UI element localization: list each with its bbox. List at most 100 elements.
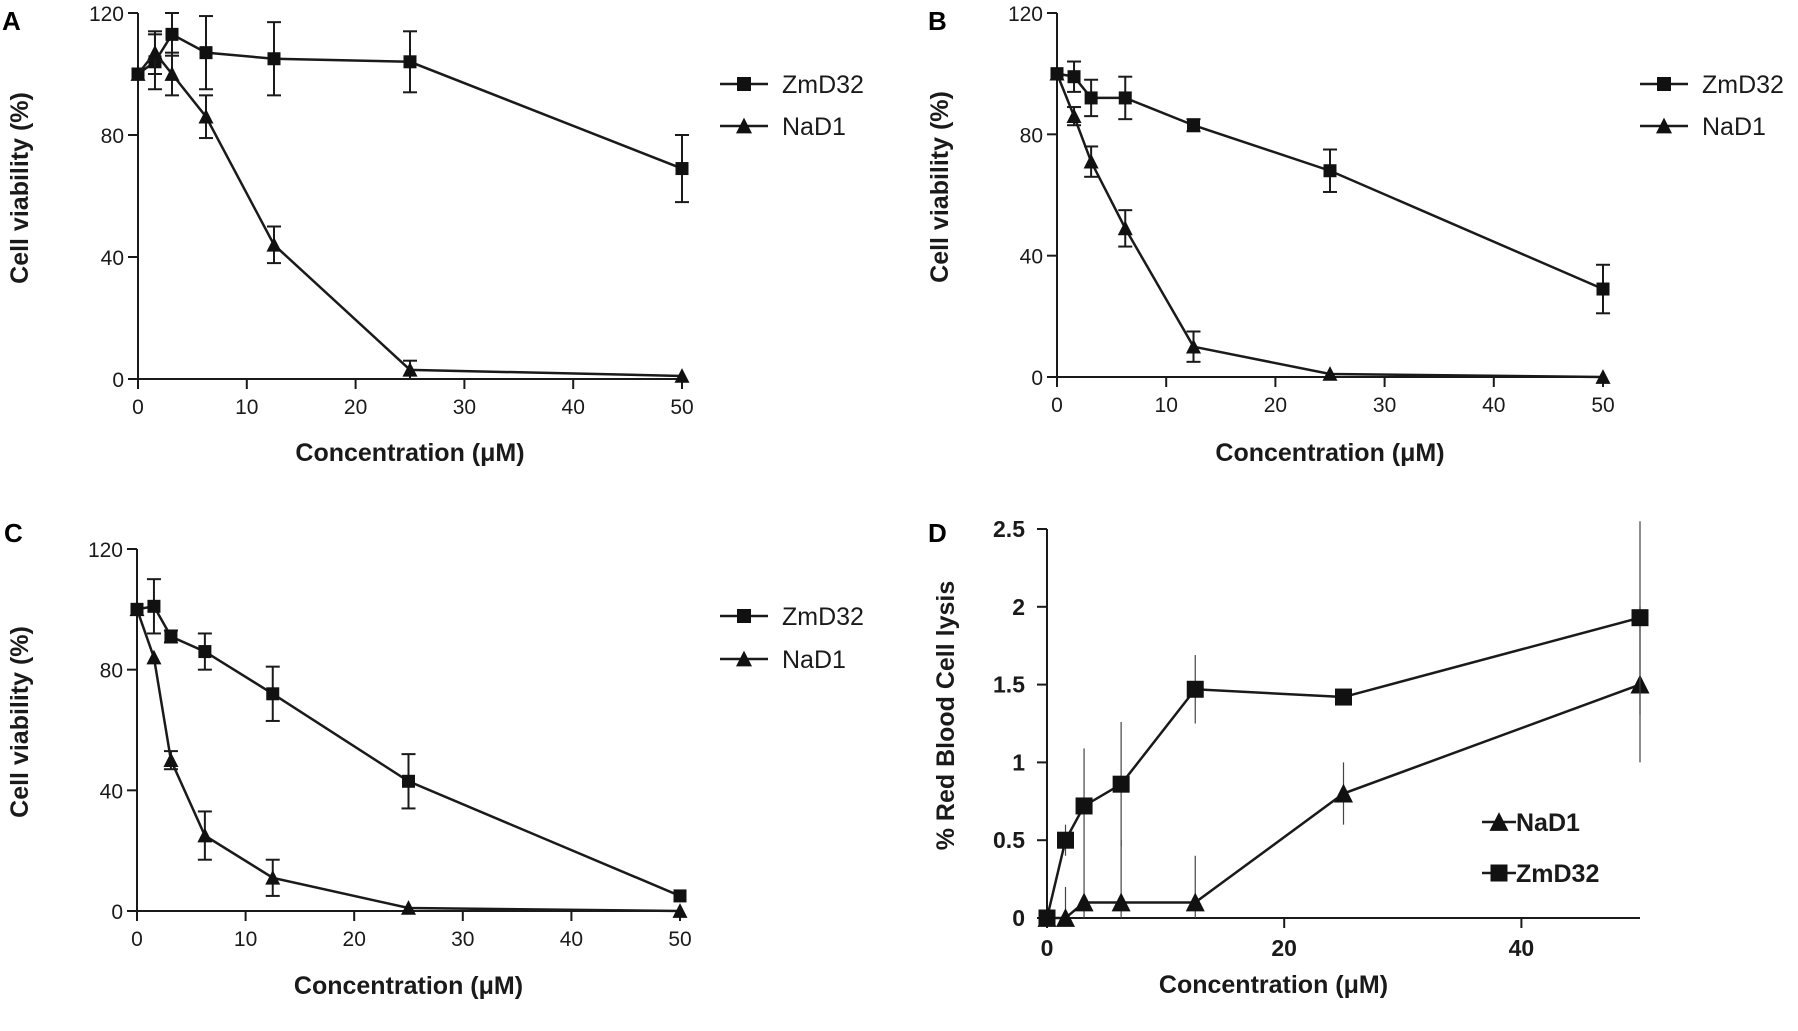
x-tick-label: 40 bbox=[562, 396, 585, 419]
legend: ZmD32 NaD1 bbox=[1640, 71, 1784, 141]
data-point bbox=[1074, 892, 1094, 912]
series-line bbox=[136, 604, 681, 898]
series-line bbox=[1055, 73, 1604, 379]
legend-marker bbox=[736, 117, 752, 134]
x-tick-label: 0 bbox=[131, 928, 143, 951]
data-point bbox=[1595, 369, 1611, 384]
data-point bbox=[164, 629, 178, 643]
data-point bbox=[1335, 688, 1352, 706]
series-zmd32 bbox=[130, 578, 687, 903]
legend-marker bbox=[1489, 812, 1509, 831]
y-tick-label: 80 bbox=[101, 125, 124, 148]
x-axis-title: Concentration (μM) bbox=[1215, 439, 1444, 467]
x-axis-title: Concentration (μM) bbox=[295, 439, 524, 467]
data-point bbox=[1322, 366, 1338, 381]
data-point bbox=[147, 599, 161, 613]
panel-letter: C bbox=[4, 518, 23, 548]
y-axis-title: Cell viability (%) bbox=[926, 91, 954, 283]
y-tick-label: 40 bbox=[101, 247, 124, 270]
panel-letter: B bbox=[928, 6, 947, 36]
data-point bbox=[164, 66, 180, 81]
legend-marker bbox=[737, 609, 751, 623]
legend-marker bbox=[737, 77, 751, 91]
data-point bbox=[675, 162, 689, 176]
data-point bbox=[1187, 118, 1200, 132]
data-point bbox=[673, 889, 687, 903]
data-point bbox=[1112, 775, 1130, 793]
legend-marker bbox=[1656, 117, 1672, 134]
legend-label: ZmD32 bbox=[782, 71, 864, 99]
data-point bbox=[1118, 91, 1132, 105]
data-point bbox=[402, 774, 415, 788]
x-tick-label: 30 bbox=[453, 396, 476, 419]
data-point bbox=[1049, 65, 1065, 81]
legend: NaD1 ZmD32 bbox=[1482, 809, 1599, 888]
data-point bbox=[1056, 908, 1076, 927]
panel-c: C 0 40 80 120 0 10 20 30 40 50 Concentration (μM) Ce… bbox=[4, 518, 864, 1000]
data-point bbox=[1075, 797, 1093, 815]
x-tick-label: 10 bbox=[1155, 394, 1178, 417]
y-tick-label: 80 bbox=[1020, 124, 1043, 147]
data-point bbox=[1596, 282, 1610, 296]
legend-label: ZmD32 bbox=[782, 603, 864, 631]
data-point bbox=[1185, 892, 1205, 912]
legend-marker bbox=[736, 650, 752, 667]
series-zmd32 bbox=[131, 12, 689, 204]
series-zmd32 bbox=[1050, 60, 1610, 315]
x-tick-label: 20 bbox=[343, 928, 366, 951]
y-tick-label: 120 bbox=[89, 3, 124, 26]
x-tick-label: 50 bbox=[668, 928, 691, 951]
data-point bbox=[1323, 164, 1337, 178]
data-point bbox=[672, 903, 688, 918]
x-tick-label: 40 bbox=[560, 928, 583, 951]
panel-letter: A bbox=[2, 6, 21, 36]
x-tick-label: 0 bbox=[1041, 935, 1054, 961]
x-tick-label: 30 bbox=[1373, 394, 1396, 417]
data-point bbox=[1111, 892, 1131, 912]
y-tick-label: 120 bbox=[1008, 3, 1043, 26]
series-nad1 bbox=[130, 30, 690, 383]
data-point bbox=[265, 869, 281, 885]
x-axis-title: Concentration (μM) bbox=[1159, 971, 1388, 999]
data-point bbox=[129, 601, 145, 617]
legend: ZmD32 NaD1 bbox=[720, 603, 864, 674]
x-tick-label: 0 bbox=[1051, 394, 1063, 417]
data-point bbox=[147, 44, 163, 60]
data-point bbox=[1067, 70, 1081, 84]
x-tick-label: 20 bbox=[1264, 394, 1287, 417]
data-point bbox=[1083, 153, 1099, 169]
data-point bbox=[1334, 783, 1353, 803]
panel-a: A 0 40 80 120 0 10 20 30 40 50 Concentration (μM) Ce… bbox=[2, 3, 864, 467]
data-point bbox=[1066, 108, 1082, 123]
x-tick-label: 50 bbox=[1591, 394, 1614, 417]
data-point bbox=[165, 27, 179, 41]
y-tick-label: 0 bbox=[1012, 905, 1025, 931]
data-point bbox=[674, 368, 690, 383]
data-point bbox=[1631, 609, 1649, 627]
x-tick-label: 0 bbox=[132, 396, 144, 419]
x-tick-label: 50 bbox=[670, 396, 693, 419]
y-tick-label: 1 bbox=[1012, 749, 1025, 775]
legend-marker bbox=[1657, 77, 1671, 91]
x-tick-label: 20 bbox=[1271, 935, 1297, 961]
x-tick-label: 30 bbox=[451, 928, 474, 951]
data-point bbox=[403, 55, 417, 69]
data-point bbox=[130, 66, 146, 81]
y-tick-label: 0 bbox=[1031, 367, 1043, 390]
data-point bbox=[1084, 91, 1098, 105]
y-axis-title: % Red Blood Cell lysis bbox=[932, 581, 960, 851]
y-tick-label: 2 bbox=[1012, 594, 1025, 620]
legend: ZmD32 NaD1 bbox=[720, 71, 864, 141]
data-point bbox=[267, 52, 281, 66]
data-point bbox=[266, 687, 280, 701]
y-tick-label: 0.5 bbox=[993, 827, 1025, 853]
data-point bbox=[198, 108, 214, 124]
data-point bbox=[198, 645, 212, 659]
series-nad1 bbox=[1049, 65, 1611, 384]
y-axis-title: Cell viability (%) bbox=[6, 92, 34, 284]
series-zmd32 bbox=[1038, 521, 1649, 927]
y-tick-label: 40 bbox=[1020, 246, 1043, 269]
data-point bbox=[401, 900, 416, 915]
x-tick-label: 20 bbox=[344, 396, 367, 419]
